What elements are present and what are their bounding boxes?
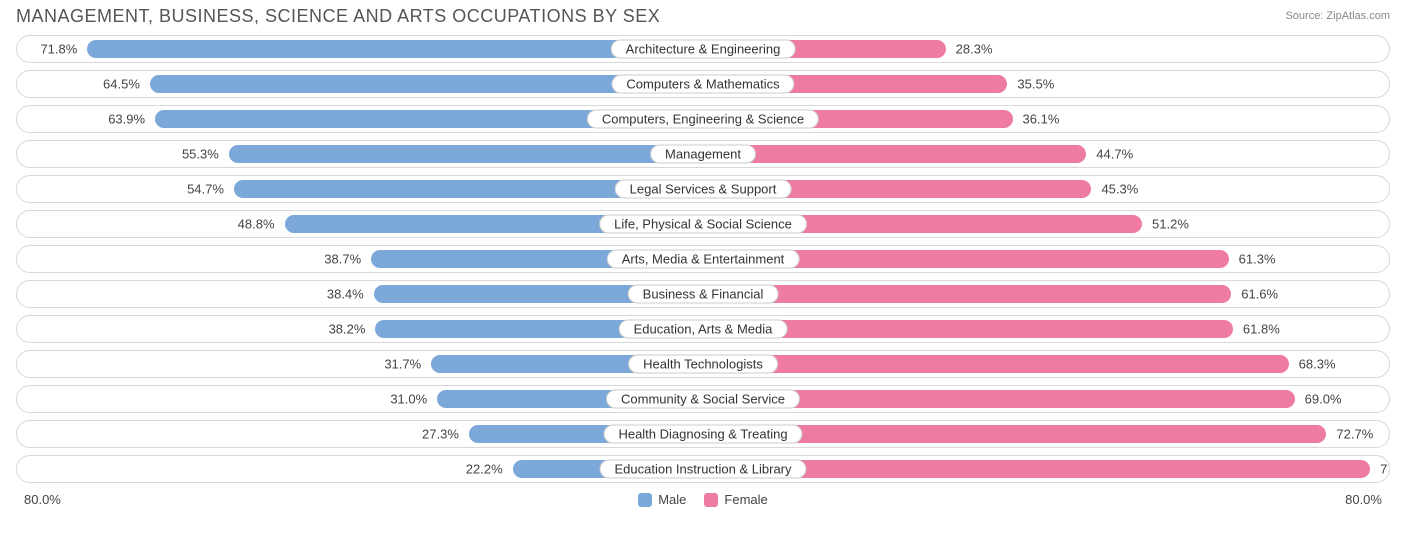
legend-female: Female — [704, 492, 767, 507]
female-value-label: 28.3% — [956, 42, 993, 57]
female-value-label: 61.6% — [1241, 287, 1278, 302]
male-value-label: 38.2% — [329, 322, 366, 337]
male-value-label: 38.4% — [327, 287, 364, 302]
male-value-label: 31.0% — [390, 392, 427, 407]
category-label: Arts, Media & Entertainment — [607, 250, 800, 269]
category-label: Education, Arts & Media — [619, 320, 788, 339]
male-value-label: 64.5% — [103, 77, 140, 92]
category-label: Education Instruction & Library — [599, 460, 806, 479]
male-value-label: 22.2% — [466, 462, 503, 477]
male-value-label: 55.3% — [182, 147, 219, 162]
female-value-label: 61.3% — [1239, 252, 1276, 267]
category-label: Business & Financial — [628, 285, 779, 304]
category-label: Health Diagnosing & Treating — [603, 425, 802, 444]
male-value-label: 48.8% — [238, 217, 275, 232]
legend-male: Male — [638, 492, 686, 507]
category-label: Community & Social Service — [606, 390, 800, 409]
legend: Male Female — [638, 492, 768, 507]
legend-male-label: Male — [658, 492, 686, 507]
category-label: Legal Services & Support — [615, 180, 792, 199]
chart-row: 55.3% 44.7% Management — [16, 140, 1390, 168]
male-value-label: 71.8% — [40, 42, 77, 57]
female-value-label: 77.8% — [1380, 462, 1390, 477]
chart-row: 27.3% 72.7% Health Diagnosing & Treating — [16, 420, 1390, 448]
female-value-label: 45.3% — [1101, 182, 1138, 197]
female-bar — [703, 355, 1289, 373]
chart-row: 38.2% 61.8% Education, Arts & Media — [16, 315, 1390, 343]
chart-row: 38.4% 61.6% Business & Financial — [16, 280, 1390, 308]
chart-row: 22.2% 77.8% Education Instruction & Librar… — [16, 455, 1390, 483]
male-value-label: 54.7% — [187, 182, 224, 197]
chart-row: 31.7% 68.3% Health Technologists — [16, 350, 1390, 378]
female-value-label: 61.8% — [1243, 322, 1280, 337]
male-value-label: 63.9% — [108, 112, 145, 127]
category-label: Architecture & Engineering — [611, 40, 796, 59]
male-value-label: 27.3% — [422, 427, 459, 442]
legend-male-swatch — [638, 493, 652, 507]
chart-source: Source: ZipAtlas.com — [1285, 10, 1390, 22]
female-value-label: 44.7% — [1096, 147, 1133, 162]
chart-row: 71.8% 28.3% Architecture & Engineering — [16, 35, 1390, 63]
chart-row: 63.9% 36.1% Computers, Engineering & Scien… — [16, 105, 1390, 133]
female-value-label: 68.3% — [1299, 357, 1336, 372]
female-value-label: 36.1% — [1023, 112, 1060, 127]
chart-header: MANAGEMENT, BUSINESS, SCIENCE AND ARTS O… — [0, 0, 1406, 31]
female-bar — [703, 145, 1086, 163]
chart-row: 31.0% 69.0% Community & Social Service — [16, 385, 1390, 413]
axis-label-right: 80.0% — [1345, 492, 1382, 507]
female-value-label: 72.7% — [1336, 427, 1373, 442]
category-label: Computers & Mathematics — [611, 75, 794, 94]
chart-row: 64.5% 35.5% Computers & Mathematics — [16, 70, 1390, 98]
chart-row: 54.7% 45.3% Legal Services & Support — [16, 175, 1390, 203]
chart-footer: 80.0% Male Female 80.0% — [0, 490, 1406, 507]
female-bar — [703, 285, 1231, 303]
chart-area: 71.8% 28.3% Architecture & Engineering 64.5… — [0, 31, 1406, 483]
category-label: Management — [650, 145, 756, 164]
category-label: Life, Physical & Social Science — [599, 215, 807, 234]
chart-row: 48.8% 51.2% Life, Physical & Social Scienc… — [16, 210, 1390, 238]
axis-label-left: 80.0% — [24, 492, 61, 507]
category-label: Computers, Engineering & Science — [587, 110, 819, 129]
chart-row: 38.7% 61.3% Arts, Media & Entertainment — [16, 245, 1390, 273]
female-value-label: 69.0% — [1305, 392, 1342, 407]
legend-female-label: Female — [724, 492, 767, 507]
female-value-label: 51.2% — [1152, 217, 1189, 232]
male-value-label: 38.7% — [324, 252, 361, 267]
female-value-label: 35.5% — [1017, 77, 1054, 92]
chart-title: MANAGEMENT, BUSINESS, SCIENCE AND ARTS O… — [16, 6, 660, 27]
category-label: Health Technologists — [628, 355, 778, 374]
male-bar — [229, 145, 703, 163]
male-value-label: 31.7% — [384, 357, 421, 372]
legend-female-swatch — [704, 493, 718, 507]
